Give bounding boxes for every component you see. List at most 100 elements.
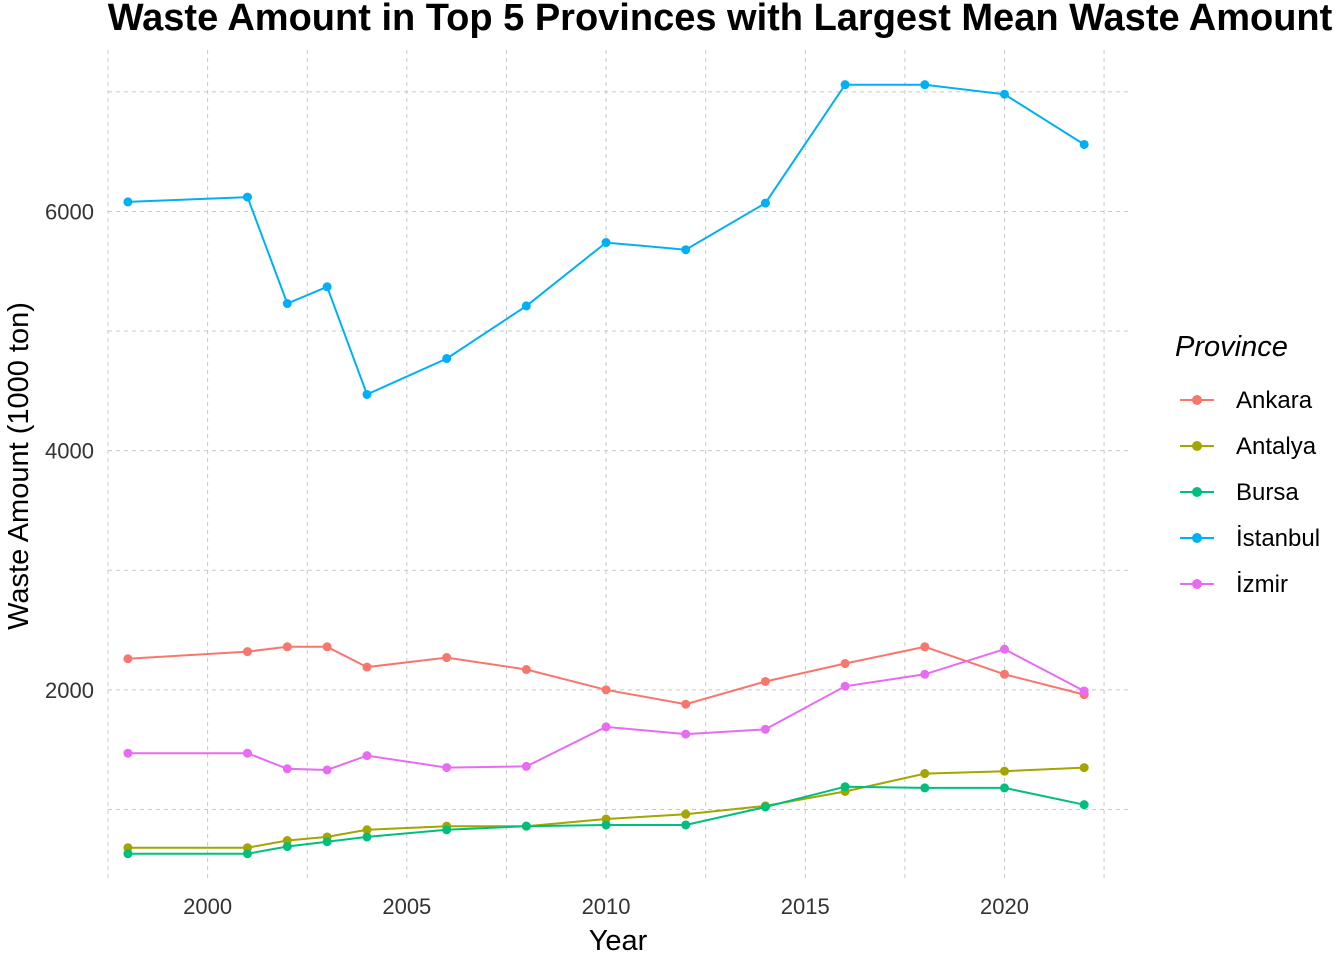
- legend-key-point: [1192, 533, 1202, 543]
- legend: Province Ankara Antalya Bursa İstanbul İzmir: [1175, 331, 1320, 598]
- series-line: [127, 648, 1085, 772]
- data-point: [920, 669, 930, 679]
- data-point: [681, 729, 691, 739]
- data-point: [760, 198, 770, 208]
- legend-key-point: [1192, 579, 1202, 589]
- legend-key-point: [1192, 395, 1202, 405]
- data-point: [999, 783, 1009, 793]
- data-point: [1079, 686, 1089, 696]
- series-ankara: [123, 642, 1089, 709]
- series-line: [127, 766, 1085, 849]
- data-point: [442, 763, 452, 773]
- legend-label: İzmir: [1236, 571, 1288, 598]
- y-axis-title: Waste Amount (1000 ton): [3, 302, 35, 630]
- data-point: [123, 197, 133, 207]
- data-point: [601, 685, 611, 695]
- data-point: [760, 676, 770, 686]
- x-tick-label: 2000: [183, 894, 232, 919]
- legend-key-point: [1192, 441, 1202, 451]
- series-antalya: [123, 763, 1089, 853]
- data-point: [442, 354, 452, 364]
- data-point: [840, 80, 850, 90]
- legend-label: İstanbul: [1236, 525, 1320, 552]
- data-point: [322, 642, 332, 652]
- data-point: [840, 681, 850, 691]
- data-point: [362, 389, 372, 399]
- series-i̇stanbul: [123, 80, 1089, 399]
- data-point: [920, 769, 930, 779]
- data-point: [601, 722, 611, 732]
- series-line: [127, 645, 1085, 706]
- x-axis-title: Year: [589, 925, 648, 957]
- data-point: [362, 825, 372, 835]
- data-point: [681, 245, 691, 255]
- data-point: [601, 238, 611, 248]
- data-point: [322, 282, 332, 292]
- chart-title: Waste Amount in Top 5 Provinces with Lar…: [108, 0, 1333, 39]
- data-point: [601, 820, 611, 830]
- data-point: [999, 644, 1009, 654]
- data-point: [242, 192, 252, 202]
- legend-item: İstanbul: [1180, 525, 1320, 552]
- data-point: [1079, 800, 1089, 810]
- legend-label: Antalya: [1236, 433, 1317, 460]
- data-point: [123, 849, 133, 859]
- legend-key-point: [1192, 487, 1202, 497]
- data-point: [322, 837, 332, 847]
- data-point: [322, 765, 332, 775]
- data-point: [282, 764, 292, 774]
- data-point: [760, 802, 770, 812]
- legend-item: Antalya: [1180, 433, 1317, 460]
- x-axis-ticks: 2000 2005 2010 2015 2020: [183, 894, 1029, 919]
- data-point: [999, 766, 1009, 776]
- data-point: [521, 821, 531, 831]
- data-point: [681, 699, 691, 709]
- y-tick-label: 2000: [45, 678, 94, 703]
- data-point: [760, 724, 770, 734]
- data-point: [840, 782, 850, 792]
- legend-label: Bursa: [1236, 479, 1299, 506]
- data-point: [920, 80, 930, 90]
- data-point: [362, 751, 372, 761]
- series-line: [127, 83, 1085, 396]
- legend-item: Ankara: [1180, 387, 1313, 414]
- data-point: [362, 832, 372, 842]
- legend-item: İzmir: [1180, 571, 1288, 598]
- data-point: [1079, 763, 1089, 773]
- data-point: [123, 654, 133, 664]
- legend-item: Bursa: [1180, 479, 1299, 506]
- data-point: [242, 748, 252, 758]
- series-i̇zmir: [123, 644, 1089, 775]
- data-point: [920, 783, 930, 793]
- data-point: [282, 299, 292, 309]
- data-point: [362, 662, 372, 672]
- x-tick-label: 2020: [980, 894, 1029, 919]
- data-point: [840, 659, 850, 669]
- series-lines: [123, 80, 1089, 859]
- data-point: [681, 820, 691, 830]
- x-tick-label: 2010: [582, 894, 631, 919]
- data-point: [1079, 139, 1089, 149]
- data-point: [442, 653, 452, 663]
- x-tick-label: 2015: [781, 894, 830, 919]
- data-point: [521, 301, 531, 311]
- data-point: [521, 665, 531, 675]
- grid: [107, 50, 1128, 880]
- data-point: [123, 748, 133, 758]
- data-point: [242, 849, 252, 859]
- legend-label: Ankara: [1236, 387, 1313, 414]
- data-point: [920, 642, 930, 652]
- y-tick-label: 6000: [45, 199, 94, 224]
- x-tick-label: 2005: [382, 894, 431, 919]
- data-point: [442, 825, 452, 835]
- series-bursa: [123, 782, 1089, 859]
- legend-title: Province: [1175, 331, 1288, 363]
- y-axis-ticks: 2000 4000 6000: [45, 199, 94, 702]
- series-line: [127, 785, 1085, 855]
- data-point: [282, 642, 292, 652]
- data-point: [521, 761, 531, 771]
- data-point: [282, 842, 292, 852]
- y-tick-label: 4000: [45, 439, 94, 464]
- data-point: [242, 647, 252, 657]
